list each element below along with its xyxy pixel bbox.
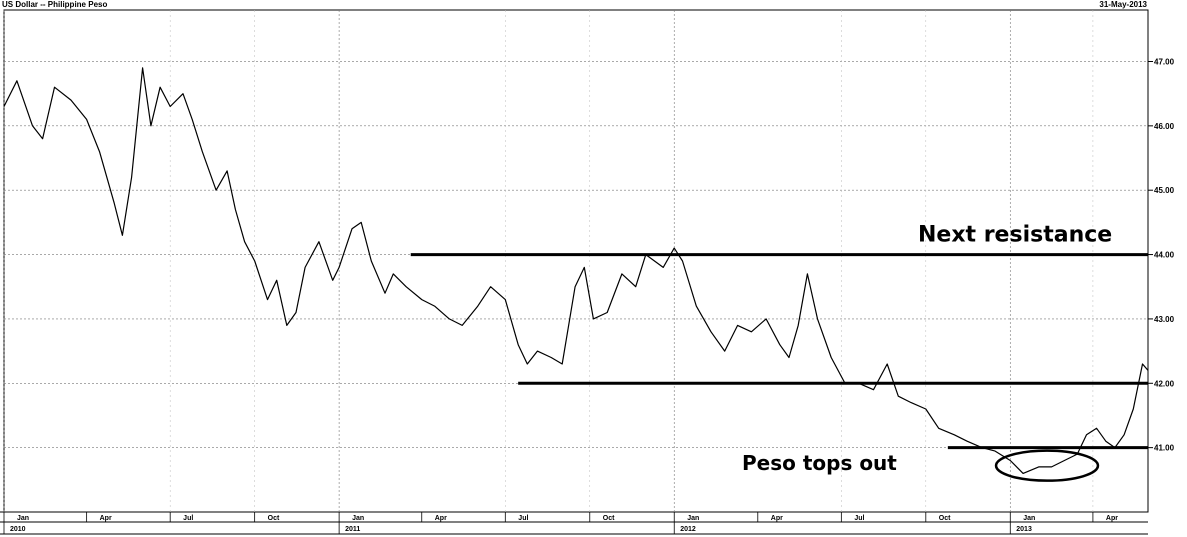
next-resistance-label: Next resistance bbox=[918, 223, 1112, 248]
y-tick-label: 47.00 bbox=[1154, 57, 1175, 66]
month-tick-label: Oct bbox=[603, 515, 615, 522]
y-tick-label: 43.00 bbox=[1154, 315, 1175, 324]
month-tick-label: Apr bbox=[100, 515, 112, 522]
chart-date: 31-May-2013 bbox=[1099, 0, 1147, 9]
y-tick-label: 46.00 bbox=[1154, 122, 1175, 131]
month-tick-label: Oct bbox=[268, 515, 280, 522]
month-tick-label: Jan bbox=[17, 515, 29, 522]
month-tick-label: Apr bbox=[771, 515, 783, 522]
month-tick-label: Apr bbox=[1106, 515, 1118, 522]
year-tick-label: 2012 bbox=[680, 526, 696, 533]
month-tick-label: Oct bbox=[939, 515, 951, 522]
price-series-line bbox=[3, 67, 1149, 474]
month-tick-label: Jan bbox=[687, 515, 699, 522]
y-tick-label: 41.00 bbox=[1154, 444, 1175, 453]
month-tick-label: Jul bbox=[518, 515, 528, 522]
month-tick-label: Jan bbox=[1023, 515, 1035, 522]
plot-frame bbox=[3, 9, 1149, 513]
y-tick-label: 45.00 bbox=[1154, 186, 1175, 195]
chart-title: US Dollar -- Philippine Peso bbox=[2, 0, 108, 9]
year-tick-label: 2010 bbox=[10, 526, 26, 533]
peso-ellipse bbox=[994, 449, 1100, 482]
peso-tops-out-label: Peso tops out bbox=[742, 451, 897, 475]
month-tick-label: Jan bbox=[352, 515, 364, 522]
month-tick-label: Jul bbox=[183, 515, 193, 522]
year-tick-label: 2013 bbox=[1016, 526, 1032, 533]
y-tick-label: 42.00 bbox=[1154, 379, 1175, 388]
y-tick-label: 44.00 bbox=[1154, 251, 1175, 260]
year-tick-label: 2011 bbox=[345, 526, 360, 533]
month-tick-label: Apr bbox=[435, 515, 447, 522]
month-tick-label: Jul bbox=[854, 515, 864, 522]
